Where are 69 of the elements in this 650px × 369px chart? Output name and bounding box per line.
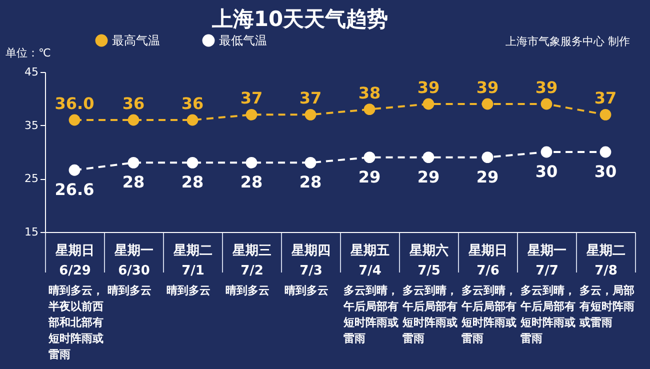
point (128, 114, 140, 126)
data-label: 36.0 (54, 94, 94, 113)
point (600, 108, 612, 120)
text: 晴到多云 (284, 284, 328, 297)
point (600, 146, 612, 158)
point (68, 164, 80, 176)
data-label: 37 (240, 88, 263, 108)
data-label: 39 (476, 78, 499, 97)
y-tick-label: 25 (24, 172, 38, 186)
text: 晴到多云 (166, 284, 210, 297)
point (304, 108, 316, 120)
data-label: 39 (535, 78, 558, 97)
text: 晴到多云 (226, 284, 270, 297)
data-label: 28 (122, 172, 145, 192)
x-tick-label: 星期日 6/29 (54, 244, 94, 278)
x-tick-label: 星期二 7/1 (172, 244, 212, 278)
x-tick-label: 星期三 7/2 (232, 244, 272, 278)
text: 多云到晴，午后局部有短时阵雨或雷雨 (402, 284, 458, 345)
point (304, 156, 316, 168)
data-label: 30 (535, 162, 558, 181)
data-label: 37 (299, 88, 322, 108)
text: 上海市气象服务中心 制作 (506, 35, 630, 48)
text: 多云，局部有短时阵雨或雷雨 (578, 284, 634, 329)
chart-title: 上海10天天气趋势 (210, 7, 388, 31)
point (540, 146, 552, 158)
point (422, 152, 434, 164)
point (186, 156, 198, 168)
data-label: 26.6 (54, 180, 94, 200)
legend-label: 最低气温 (219, 34, 267, 48)
data-label: 29 (417, 167, 440, 186)
data-label: 36 (122, 94, 145, 113)
x-tick-label: 星期一 6/30 (114, 244, 154, 278)
data-label: 36 (181, 94, 204, 113)
y-tick-label: 35 (24, 118, 38, 132)
x-tick-label: 星期六 7/5 (408, 242, 448, 278)
data-label: 39 (417, 78, 440, 97)
text: 多云到晴，午后局部有短时阵雨或雷雨 (460, 284, 516, 345)
data-label: 28 (299, 172, 322, 192)
point (128, 156, 140, 168)
point (482, 98, 494, 110)
text: 多云到晴，午后局部有短时阵雨或雷雨 (520, 284, 576, 345)
data-label: 29 (358, 167, 381, 186)
text: 晴到多云，半夜以前西部和北部有短时阵雨或雷雨 (48, 284, 104, 361)
point (68, 114, 80, 126)
point (540, 98, 552, 110)
x-tick-label: 星期日 7/6 (468, 244, 508, 278)
text: 晴到多云 (108, 284, 152, 297)
point (246, 108, 258, 120)
y-axis-title: 单位：℃ (6, 46, 51, 60)
data-label: 30 (594, 162, 617, 181)
x-tick-label: 星期二 7/8 (586, 244, 626, 278)
point (482, 152, 494, 164)
x-tick-label: 星期四 7/3 (290, 244, 330, 278)
legend-label: 最高气温 (112, 34, 160, 48)
data-label: 28 (240, 172, 263, 192)
data-label: 37 (594, 88, 617, 108)
text: 多云到晴，午后局部有短时阵雨或雷雨 (342, 284, 398, 345)
x-tick-label: 星期一 7/7 (526, 244, 566, 278)
x-tick-label: 星期五 7/4 (350, 244, 390, 278)
point (422, 98, 434, 110)
data-label: 38 (358, 83, 381, 102)
point (186, 114, 198, 126)
y-tick-label: 45 (24, 66, 38, 78)
data-label: 28 (181, 172, 204, 192)
point (364, 152, 376, 164)
point (364, 104, 376, 116)
point (246, 156, 258, 168)
data-label: 29 (476, 167, 499, 186)
y-tick-label: 15 (24, 226, 38, 238)
